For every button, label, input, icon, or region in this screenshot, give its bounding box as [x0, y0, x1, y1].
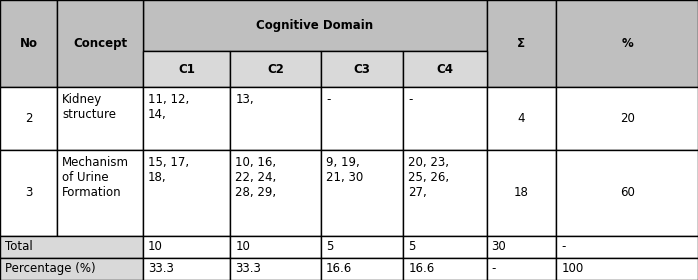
Bar	[321, 258, 403, 280]
Text: C2: C2	[267, 63, 284, 76]
Bar	[143, 236, 230, 258]
Bar	[487, 236, 556, 258]
Bar	[487, 87, 556, 150]
Text: 2: 2	[25, 112, 32, 125]
Bar	[0, 236, 143, 258]
Text: 33.3: 33.3	[148, 262, 174, 275]
Bar	[230, 150, 321, 236]
Text: 5: 5	[408, 240, 416, 253]
Text: 16.6: 16.6	[408, 262, 435, 275]
Text: 60: 60	[620, 186, 634, 199]
Text: 18: 18	[514, 186, 529, 199]
Bar	[0, 150, 57, 236]
Text: -: -	[326, 94, 330, 106]
Bar	[556, 258, 698, 280]
Text: Σ: Σ	[517, 37, 526, 50]
Bar	[403, 150, 487, 236]
Text: 100: 100	[561, 262, 584, 275]
Bar	[321, 236, 403, 258]
Bar	[0, 87, 57, 150]
Bar	[556, 236, 698, 258]
Text: Total: Total	[5, 240, 33, 253]
Bar	[556, 150, 698, 236]
Bar	[556, 0, 698, 87]
Text: 33.3: 33.3	[235, 262, 261, 275]
Text: 11, 12,
14,: 11, 12, 14,	[148, 94, 189, 122]
Bar	[321, 150, 403, 236]
Bar	[487, 0, 556, 87]
Bar	[143, 258, 230, 280]
Bar	[143, 0, 487, 51]
Bar	[230, 258, 321, 280]
Text: 20, 23,
25, 26,
27,: 20, 23, 25, 26, 27,	[408, 156, 450, 199]
Bar	[230, 51, 321, 87]
Text: No: No	[20, 37, 38, 50]
Bar	[403, 87, 487, 150]
Bar	[143, 51, 230, 87]
Text: 5: 5	[326, 240, 334, 253]
Text: 15, 17,
18,: 15, 17, 18,	[148, 156, 189, 184]
Text: 10: 10	[148, 240, 163, 253]
Bar	[230, 236, 321, 258]
Text: 30: 30	[491, 240, 506, 253]
Text: 10, 16,
22, 24,
28, 29,: 10, 16, 22, 24, 28, 29,	[235, 156, 276, 199]
Text: -: -	[561, 240, 565, 253]
Bar	[487, 258, 556, 280]
Text: 9, 19,
21, 30: 9, 19, 21, 30	[326, 156, 363, 184]
Text: %: %	[621, 37, 633, 50]
Bar	[0, 258, 143, 280]
Text: Kidney
structure: Kidney structure	[62, 94, 116, 122]
Bar	[321, 87, 403, 150]
Bar	[230, 87, 321, 150]
Bar	[143, 87, 230, 150]
Bar	[57, 87, 143, 150]
Text: Mechanism
of Urine
Formation: Mechanism of Urine Formation	[62, 156, 129, 199]
Text: -: -	[491, 262, 496, 275]
Text: Cognitive Domain: Cognitive Domain	[256, 19, 373, 32]
Text: C3: C3	[354, 63, 371, 76]
Bar	[57, 0, 143, 87]
Bar	[556, 87, 698, 150]
Bar	[403, 236, 487, 258]
Bar	[403, 51, 487, 87]
Text: 13,: 13,	[235, 94, 254, 106]
Text: Percentage (%): Percentage (%)	[5, 262, 96, 275]
Text: 20: 20	[620, 112, 634, 125]
Text: 3: 3	[25, 186, 32, 199]
Text: C4: C4	[436, 63, 454, 76]
Bar	[321, 51, 403, 87]
Text: 10: 10	[235, 240, 250, 253]
Bar	[0, 0, 57, 87]
Bar	[57, 150, 143, 236]
Bar	[487, 150, 556, 236]
Bar	[143, 150, 230, 236]
Text: C1: C1	[178, 63, 195, 76]
Text: 4: 4	[518, 112, 525, 125]
Bar	[403, 258, 487, 280]
Text: 16.6: 16.6	[326, 262, 352, 275]
Text: Concept: Concept	[73, 37, 127, 50]
Text: -: -	[408, 94, 413, 106]
